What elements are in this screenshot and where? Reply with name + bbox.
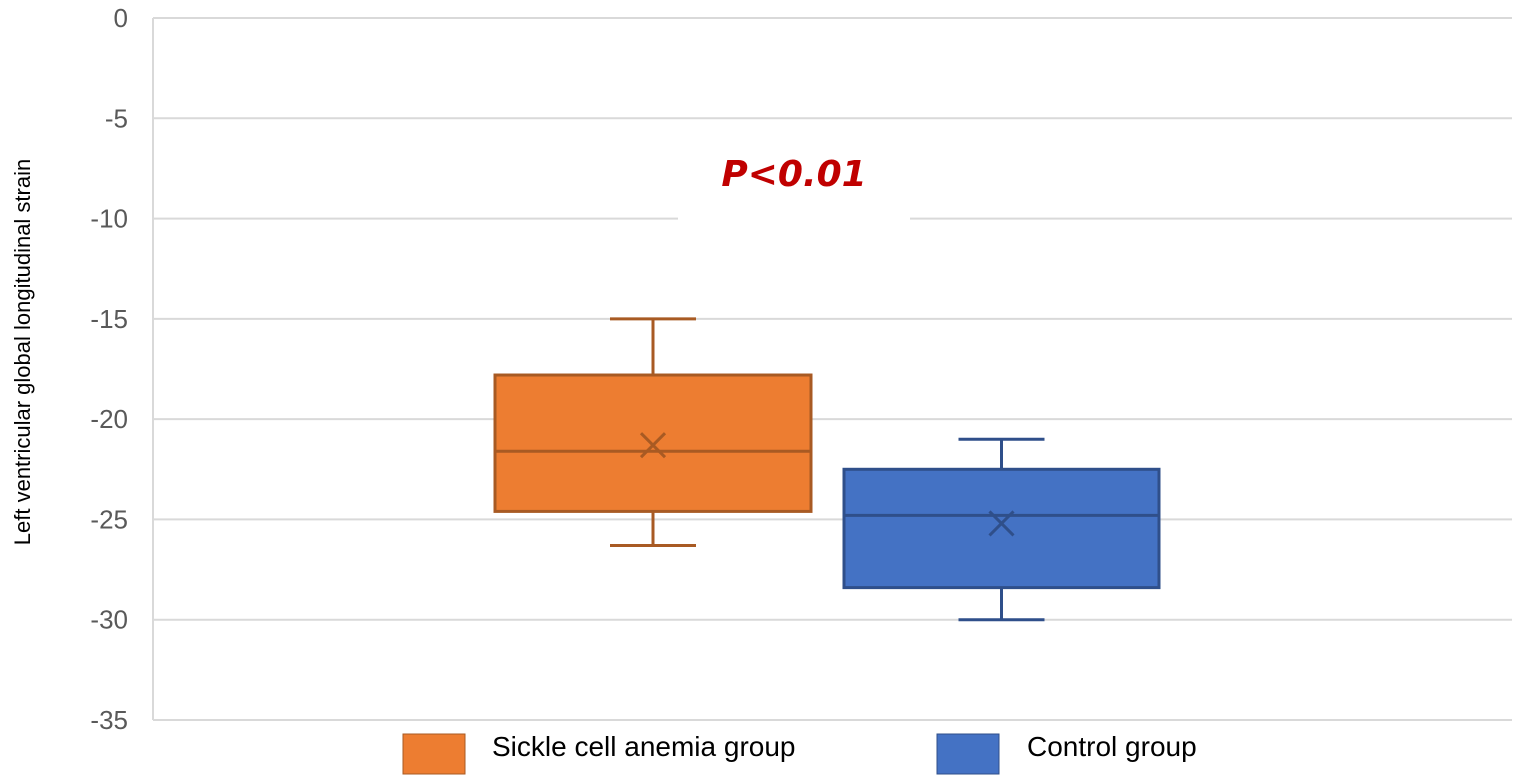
legend-label: Control group — [1027, 731, 1197, 762]
y-tick-label: -20 — [90, 404, 128, 434]
y-tick-label: -10 — [90, 204, 128, 234]
y-axis-label: Left ventricular global longitudinal str… — [10, 159, 35, 545]
box-group — [493, 317, 813, 548]
boxes — [493, 317, 1161, 622]
legend-swatch — [936, 733, 1000, 775]
mean-marker — [988, 510, 1015, 537]
legend-item: Control group — [936, 731, 1197, 775]
iqr-box — [842, 467, 1161, 590]
legend-label: Sickle cell anemia group — [492, 731, 796, 762]
mean-marker — [639, 432, 667, 459]
y-tick-label: -15 — [90, 304, 128, 334]
y-tick-label: -25 — [90, 504, 128, 534]
y-axis: 0 -5 -10 -15 -20 -25 -30 -35 — [90, 3, 154, 735]
legend: Sickle cell anemia group Control group — [402, 731, 1197, 775]
y-tick-label: -30 — [90, 605, 128, 635]
gridlines — [153, 17, 1512, 721]
y-tick-label: 0 — [114, 3, 128, 33]
y-tick-label: -35 — [90, 705, 128, 735]
y-tick-label: -5 — [105, 103, 128, 133]
legend-item: Sickle cell anemia group — [402, 731, 796, 775]
p-value-annotation: P<0.01 — [721, 154, 866, 195]
legend-swatch — [402, 733, 466, 775]
box-group — [842, 437, 1161, 622]
annotation-background — [678, 140, 910, 240]
